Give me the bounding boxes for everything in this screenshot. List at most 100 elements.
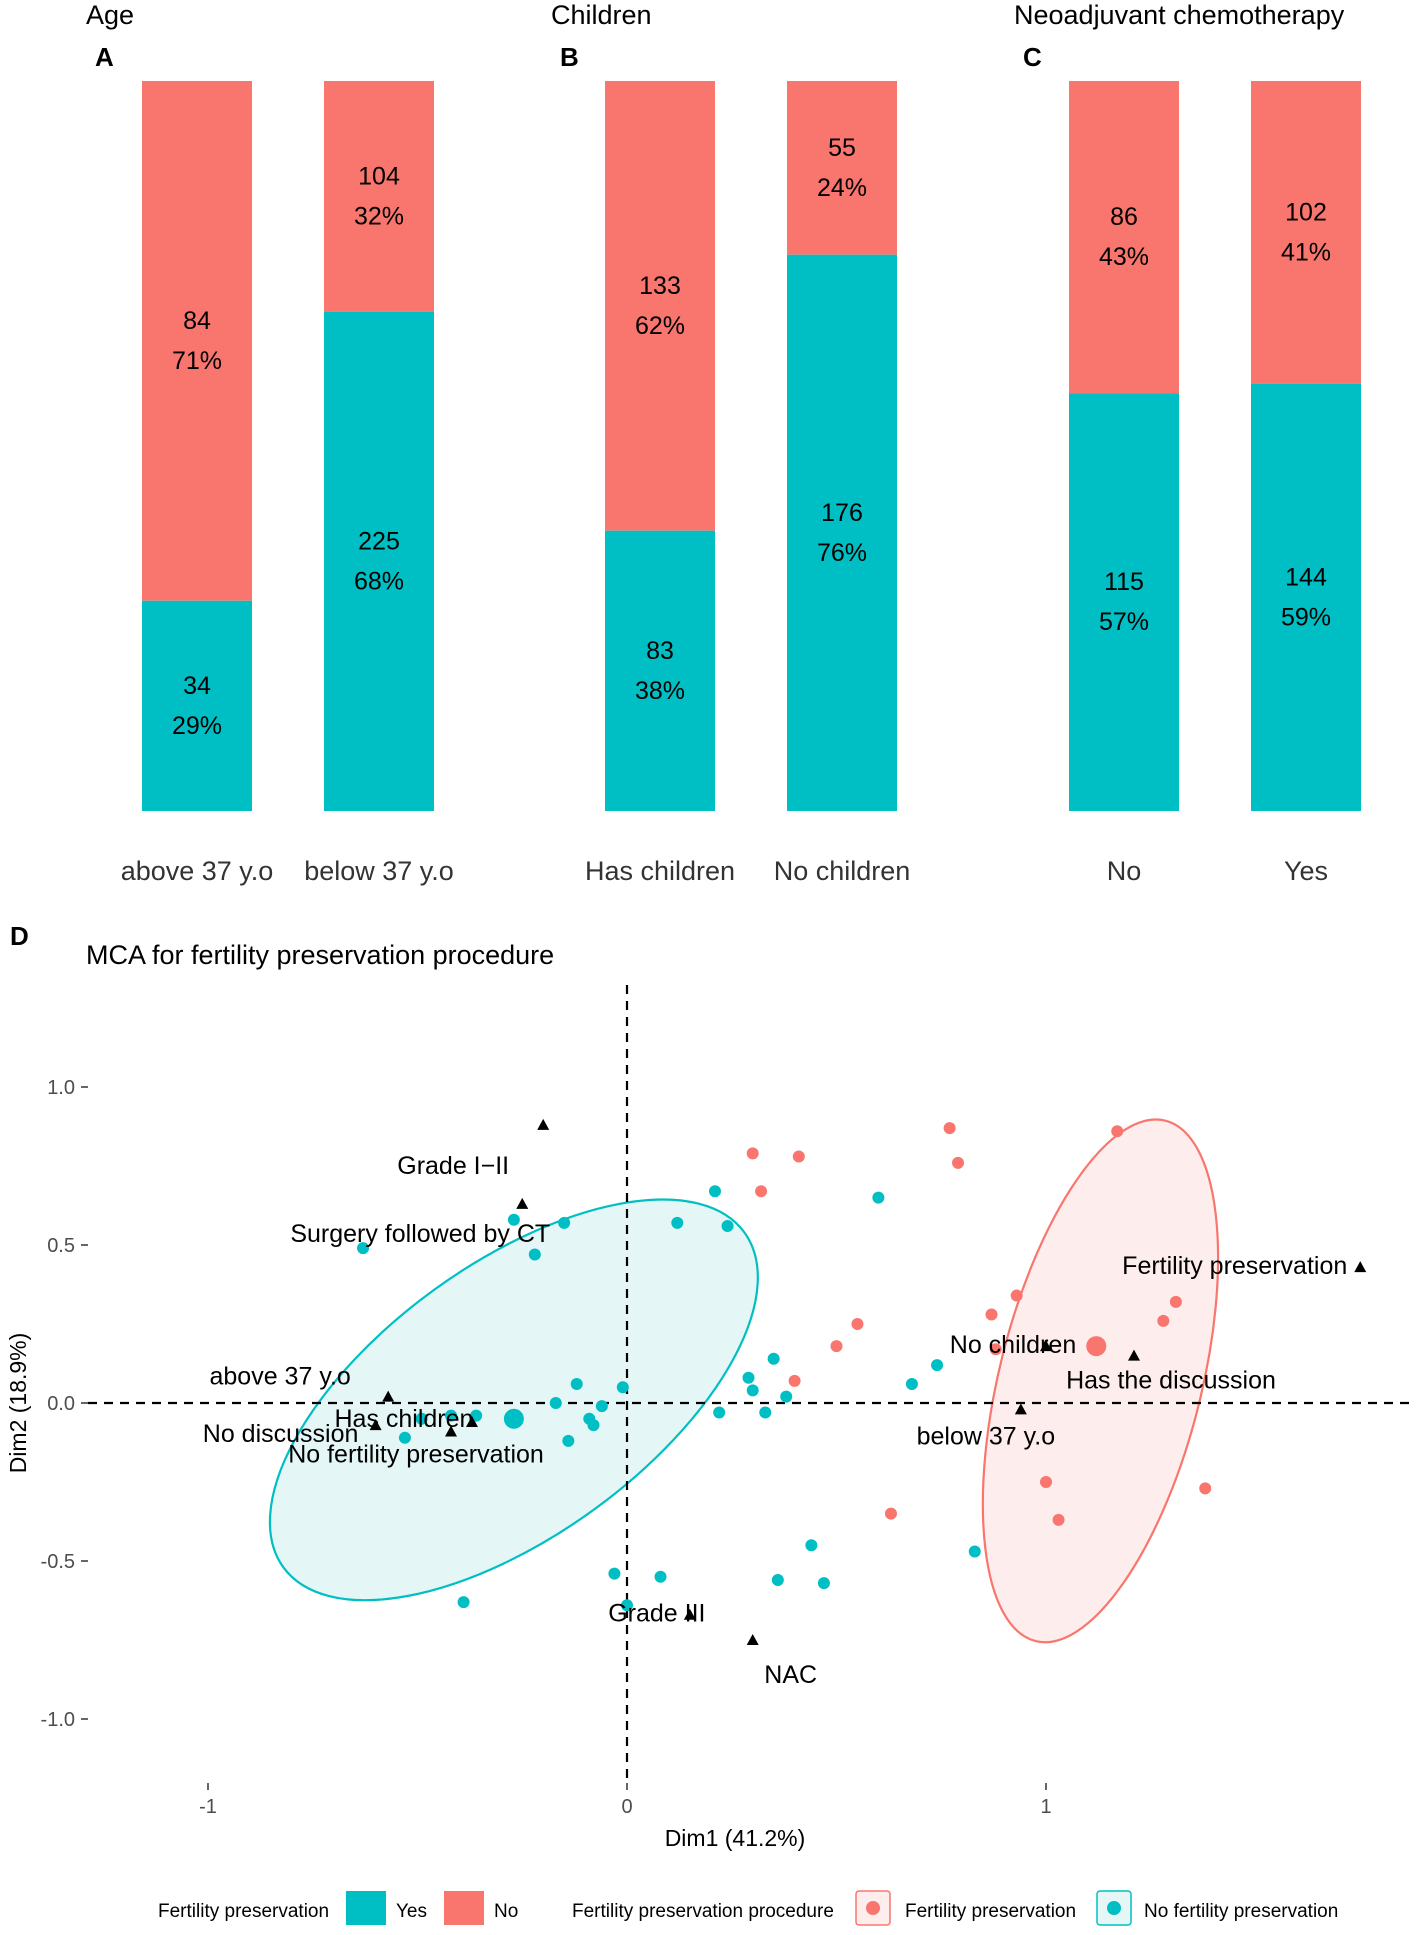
category-marker-11 xyxy=(1127,1349,1140,1361)
panel-a: Age A 84 71% 34 29% 104 32% 225 68% above 37 y.… xyxy=(86,0,454,886)
panel-b-letter: B xyxy=(560,42,579,72)
point-nfp-16 xyxy=(671,1216,684,1229)
point-fp-3 xyxy=(755,1185,768,1198)
x-tick-label-3: 1 xyxy=(1040,1796,1051,1818)
point-nfp-6 xyxy=(415,1412,428,1425)
point-nfp-27 xyxy=(817,1577,830,1590)
label-no-count-2: 102 xyxy=(1285,198,1327,226)
panel-c-xtick-1: No xyxy=(1107,856,1142,886)
point-fp-8 xyxy=(943,1122,956,1135)
point-nfp-32 xyxy=(872,1191,885,1204)
y-tick-label-5: -1.0 xyxy=(41,1709,75,1731)
point-fp-18 xyxy=(1199,1482,1212,1495)
point-nfp-31 xyxy=(457,1596,470,1609)
bar-no-1 xyxy=(1069,81,1179,394)
label-yes-count-1: 34 xyxy=(183,672,211,700)
point-fp-7 xyxy=(884,1507,897,1520)
individual-points xyxy=(357,1122,1212,1612)
legend-no-label: No xyxy=(494,1901,518,1922)
category-label-4: No discussion xyxy=(203,1420,359,1448)
point-nfp-1 xyxy=(357,1242,370,1255)
y-tick-label-4: -0.5 xyxy=(41,1551,75,1573)
point-nfp-19 xyxy=(746,1384,759,1397)
point-nfp-3 xyxy=(528,1248,541,1261)
category-marker-8 xyxy=(746,1634,759,1645)
label-yes-pct-2: 68% xyxy=(354,567,404,595)
point-fp-5 xyxy=(830,1340,843,1353)
panel-b-xtick-2: No children xyxy=(774,856,911,886)
bar-no-1 xyxy=(605,81,715,531)
point-fp-10 xyxy=(985,1308,998,1321)
legend-yes-label: Yes xyxy=(396,1901,427,1922)
bar-yes-2 xyxy=(1251,383,1361,811)
point-nfp-28 xyxy=(654,1570,667,1583)
label-no-pct-2: 24% xyxy=(817,174,867,202)
category-marker-5 xyxy=(465,1415,478,1427)
panel-a-xtick-2: below 37 y.o xyxy=(304,856,454,886)
point-nfp-22 xyxy=(767,1352,780,1365)
label-yes-count-2: 176 xyxy=(821,499,863,527)
bar-yes-1 xyxy=(142,600,252,811)
category-label-3: above 37 y.o xyxy=(210,1363,351,1391)
legend-nfp-label: No fertility preservation xyxy=(1144,1901,1338,1922)
category-label-9: Fertility preservation xyxy=(1122,1252,1347,1280)
bar-yes-2 xyxy=(787,254,897,812)
label-no-pct-1: 62% xyxy=(635,312,685,340)
point-fp-2 xyxy=(792,1150,805,1163)
y-tick-label-2: 0.5 xyxy=(47,1235,75,1257)
legend-no-swatch xyxy=(444,1891,484,1925)
point-nfp-5 xyxy=(398,1431,411,1444)
label-no-count-1: 86 xyxy=(1110,203,1138,231)
category-marker-4 xyxy=(369,1419,382,1431)
category-marker-1 xyxy=(537,1118,550,1130)
category-marker-12 xyxy=(1014,1403,1027,1415)
label-yes-count-2: 225 xyxy=(358,527,400,555)
category-label-10: No children xyxy=(950,1331,1076,1359)
point-fp-11 xyxy=(989,1343,1002,1356)
panel-d-title: MCA for fertility preservation procedure xyxy=(86,940,554,970)
variable-categories: Grade I−II Surgery followed by CT above 37… xyxy=(203,1118,1367,1689)
point-nfp-35 xyxy=(968,1545,981,1558)
point-nfp-23 xyxy=(780,1390,793,1403)
legend-fp-label: Fertility preservation xyxy=(905,1901,1076,1922)
category-label-2: Surgery followed by CT xyxy=(290,1220,550,1248)
category-label-8: NAC xyxy=(764,1661,817,1689)
label-no-count-2: 55 xyxy=(828,134,856,162)
panel-b-xtick-1: Has children xyxy=(585,856,735,886)
reference-lines xyxy=(88,985,1410,1780)
panel-c-xtick-2: Yes xyxy=(1284,856,1328,886)
panel-a-letter: A xyxy=(95,42,114,72)
panel-a-bars: 84 71% 34 29% 104 32% 225 68% xyxy=(142,81,434,811)
legend-nfp-dot xyxy=(1107,1901,1121,1915)
point-fp-1 xyxy=(746,1147,759,1160)
label-yes-count-1: 83 xyxy=(646,637,674,665)
category-label-7: Grade III xyxy=(608,1600,705,1628)
point-nfp-15 xyxy=(616,1381,629,1394)
legend-fp-dot xyxy=(866,1901,880,1915)
category-marker-6 xyxy=(445,1425,458,1437)
y-axis-ticks: 1.0 0.5 0.0 -0.5 -1.0 xyxy=(41,1077,88,1731)
group-centroids xyxy=(503,1336,1107,1429)
point-fp-16 xyxy=(1040,1476,1052,1488)
point-nfp-14 xyxy=(562,1434,575,1447)
point-nfp-21 xyxy=(742,1371,755,1384)
point-nfp-18 xyxy=(721,1220,734,1233)
bar-no-2 xyxy=(1251,81,1361,384)
category-label-6: No fertility preservation xyxy=(288,1440,544,1468)
centroid-fertility-preservation xyxy=(1086,1336,1107,1357)
point-nfp-33 xyxy=(905,1378,918,1391)
panel-a-xtick-1: above 37 y.o xyxy=(121,856,274,886)
panel-c: Neoadjuvant chemotherapy C 86 43% 115 57% 10… xyxy=(1014,0,1361,886)
point-nfp-17 xyxy=(708,1185,721,1198)
centroid-no-fertility-preservation xyxy=(503,1408,524,1429)
point-fp-9 xyxy=(952,1156,965,1169)
point-nfp-34 xyxy=(931,1359,944,1372)
label-no-pct-2: 32% xyxy=(354,202,404,230)
point-nfp-13 xyxy=(587,1419,600,1432)
confidence-ellipses xyxy=(268,1118,1220,1644)
label-yes-count-2: 144 xyxy=(1285,563,1327,591)
label-yes-pct-1: 29% xyxy=(172,712,222,740)
x-axis-label: Dim1 (41.2%) xyxy=(665,1825,806,1851)
legend-fill-title: Fertility preservation xyxy=(158,1901,329,1922)
